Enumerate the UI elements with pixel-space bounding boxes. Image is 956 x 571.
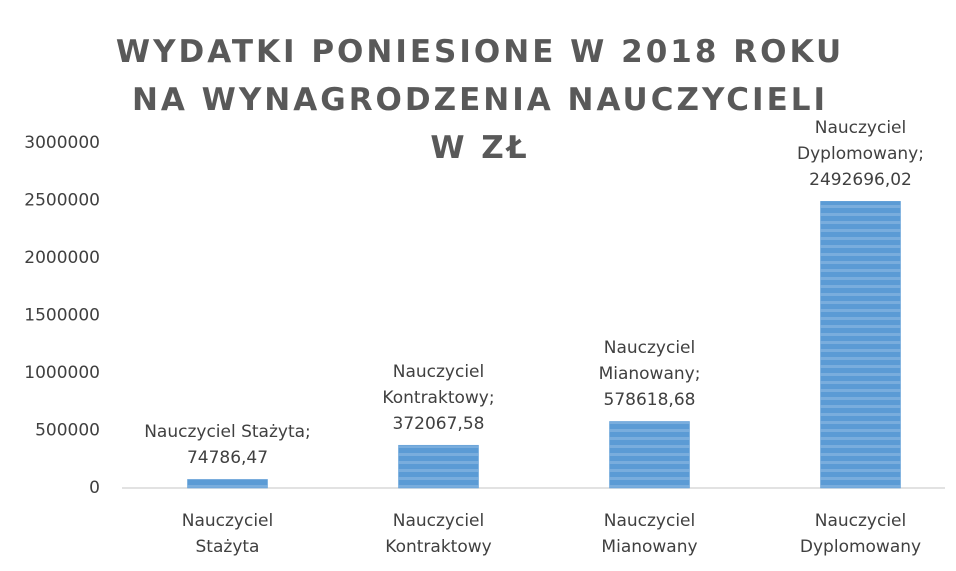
bar xyxy=(398,444,479,489)
x-tick-label: Nauczyciel Dyplomowany xyxy=(799,511,922,557)
y-tick-label: 1000000 xyxy=(24,363,100,383)
y-tick-label: 2000000 xyxy=(24,248,100,268)
y-tick-label: 0 xyxy=(89,478,100,498)
y-tick-label: 500000 xyxy=(35,421,100,441)
bar xyxy=(187,479,268,489)
data-label: Nauczyciel Stażyta; 74786,47 xyxy=(144,422,311,469)
bar xyxy=(820,201,901,489)
y-tick-label: 2500000 xyxy=(24,191,100,211)
y-tick-label: 3000000 xyxy=(24,133,100,153)
data-label: Nauczyciel Mianowany; 578618,68 xyxy=(598,338,701,411)
x-tick-label: Nauczyciel Stażyta xyxy=(181,511,274,557)
data-label: Nauczyciel Dyplomowany; 2492696,02 xyxy=(797,118,924,191)
chart-title: WYDATKI PONIESIONE W 2018 ROKU NA WYNAGR… xyxy=(115,34,845,166)
x-tick-label: Nauczyciel Mianowany xyxy=(601,511,698,557)
data-label: Nauczyciel Kontraktowy; 372067,58 xyxy=(382,362,495,435)
y-tick-label: 1500000 xyxy=(24,306,100,326)
bar xyxy=(609,421,690,489)
x-tick-label: Nauczyciel Kontraktowy xyxy=(385,511,492,557)
